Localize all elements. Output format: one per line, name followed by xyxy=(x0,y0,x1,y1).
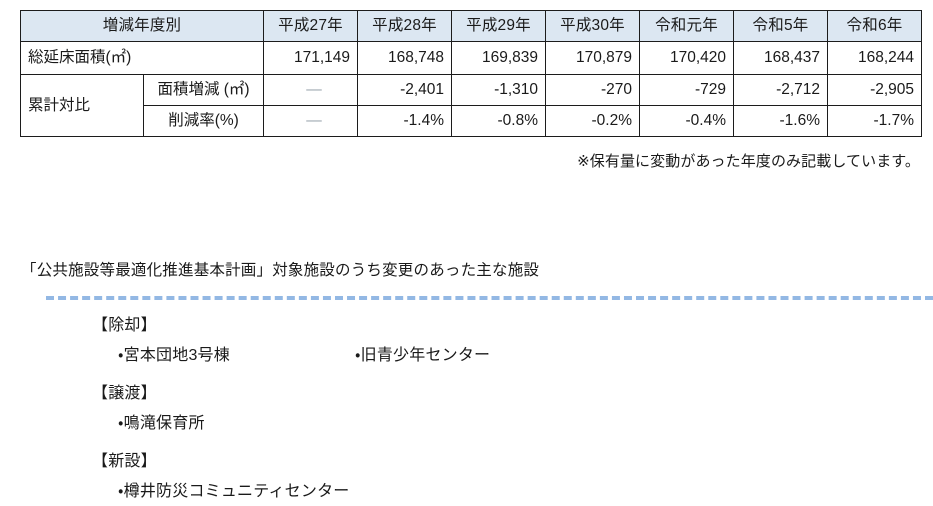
cell-total-area-1: 171,149 xyxy=(263,41,359,75)
cell-area-change-6: -2,712 xyxy=(733,74,829,106)
cell-reduction-rate-1: — xyxy=(263,105,359,137)
table-header-year-3: 平成29年 xyxy=(451,10,547,42)
section-divider xyxy=(46,296,933,300)
list-item: ・宮本団地3号棟 xyxy=(118,347,230,364)
row-label-reduction-rate: 削減率(%) xyxy=(142,105,265,137)
facility-group-title: 【新設】 xyxy=(92,453,157,470)
row-label-cumulative-comparison: 累計対比 xyxy=(20,74,144,137)
cell-area-change-3: -1,310 xyxy=(451,74,547,106)
table-header-row: 増減年度別 平成27年 平成28年 平成29年 平成30年 令和元年 令和5年 … xyxy=(19,10,923,42)
table-footnote: ※保有量に変動があった年度のみ記載しています。 xyxy=(577,153,920,170)
table-header-year-4: 平成30年 xyxy=(545,10,641,42)
row-label-area-change: 面積増減 (㎡) xyxy=(142,74,265,106)
table-header-year-5: 令和元年 xyxy=(639,10,735,42)
facility-group-demolition: 【除却】 ・宮本団地3号棟 ・旧青少年センター xyxy=(0,318,933,370)
cell-area-change-4: -270 xyxy=(545,74,641,106)
facility-group-title: 【除却】 xyxy=(92,317,157,334)
cell-area-change-5: -729 xyxy=(639,74,735,106)
table-row: 累計対比 面積増減 (㎡) — -2,401 -1,310 -270 -729 … xyxy=(20,74,923,137)
cell-total-area-3: 169,839 xyxy=(451,41,547,75)
table-header-year-2: 平成28年 xyxy=(357,10,453,42)
floor-area-table-container: 増減年度別 平成27年 平成28年 平成29年 平成30年 令和元年 令和5年 … xyxy=(19,10,923,137)
cell-reduction-rate-7: -1.7% xyxy=(827,105,923,137)
cell-total-area-2: 168,748 xyxy=(357,41,453,75)
facility-group-transfer: 【譲渡】 ・鳴滝保育所 xyxy=(0,386,933,438)
facility-group-new-construction: 【新設】 ・樽井防災コミュニティセンター xyxy=(0,454,933,506)
table-header-main-label: 増減年度別 xyxy=(19,10,265,42)
facility-change-section: 「公共施設等最適化推進基本計画」対象施設のうち変更のあった主な施設 【除却】 ・… xyxy=(0,258,933,500)
cell-reduction-rate-5: -0.4% xyxy=(639,105,735,137)
list-item: ・旧青少年センター xyxy=(355,347,491,364)
table-row: 総延床面積(㎡) 171,149 168,748 169,839 170,879… xyxy=(19,41,923,75)
facility-group-list: 【除却】 ・宮本団地3号棟 ・旧青少年センター 【譲渡】 ・鳴滝保育所 【新設】… xyxy=(0,318,933,506)
table-header-year-6: 令和5年 xyxy=(733,10,829,42)
cell-reduction-rate-2: -1.4% xyxy=(357,105,453,137)
cell-total-area-7: 168,244 xyxy=(827,41,923,75)
facility-group-items: ・樽井防災コミュニティセンター xyxy=(118,484,933,506)
cell-total-area-6: 168,437 xyxy=(733,41,829,75)
facility-group-items: ・鳴滝保育所 xyxy=(118,416,933,438)
cell-reduction-rate-6: -1.6% xyxy=(733,105,829,137)
list-item: ・樽井防災コミュニティセンター xyxy=(118,483,350,500)
facility-group-title: 【譲渡】 xyxy=(92,385,157,402)
cell-area-change-7: -2,905 xyxy=(827,74,923,106)
facility-group-items: ・宮本団地3号棟 ・旧青少年センター xyxy=(118,348,933,370)
cell-reduction-rate-3: -0.8% xyxy=(451,105,547,137)
floor-area-change-table: 増減年度別 平成27年 平成28年 平成29年 平成30年 令和元年 令和5年 … xyxy=(19,10,923,137)
cell-total-area-4: 170,879 xyxy=(545,41,641,75)
facility-section-heading: 「公共施設等最適化推進基本計画」対象施設のうち変更のあった主な施設 xyxy=(21,262,540,279)
table-row: 削減率(%) — -1.4% -0.8% -0.2% -0.4% -1.6% -… xyxy=(21,105,923,137)
table-header-year-1: 平成27年 xyxy=(263,10,359,42)
list-item: ・鳴滝保育所 xyxy=(118,415,205,432)
cell-reduction-rate-4: -0.2% xyxy=(545,105,641,137)
cell-area-change-2: -2,401 xyxy=(357,74,453,106)
cell-total-area-5: 170,420 xyxy=(639,41,735,75)
row-label-total-floor-area: 総延床面積(㎡) xyxy=(19,41,265,75)
table-header-year-7: 令和6年 xyxy=(827,10,923,42)
cell-area-change-1: — xyxy=(263,74,359,106)
